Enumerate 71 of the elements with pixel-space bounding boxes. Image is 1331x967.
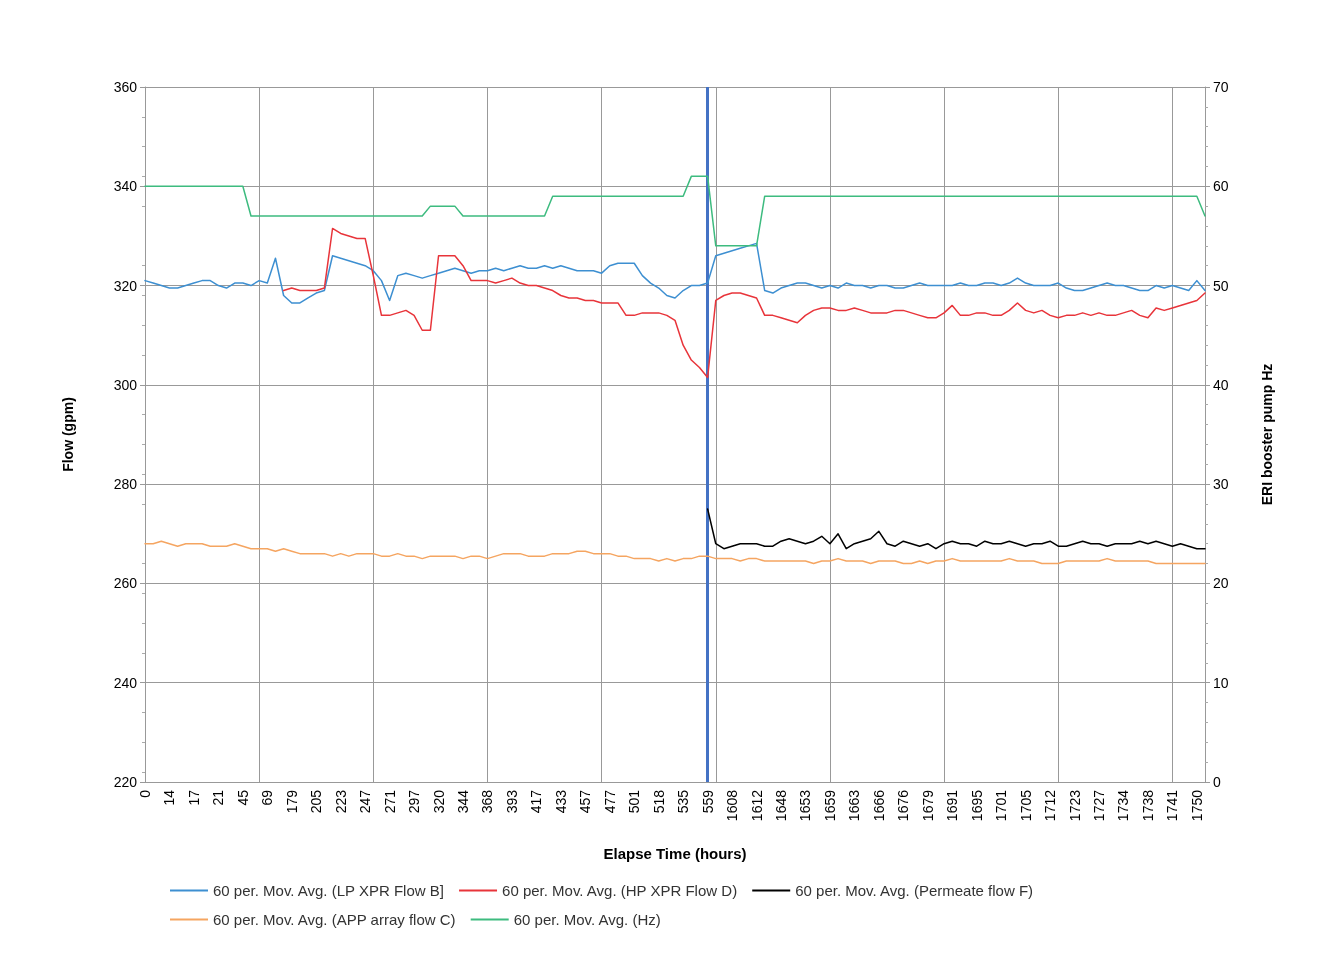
x-tick-label: 1723	[1066, 789, 1083, 822]
y2-tick-label: 10	[1213, 674, 1229, 691]
line-series	[706, 508, 1206, 550]
x-tick-label: 1741	[1164, 789, 1181, 822]
y2-tick-label: 30	[1213, 476, 1229, 493]
x-tick-label: 1676	[895, 789, 912, 822]
y-tick-label: 260	[113, 575, 138, 592]
y-tick-label: 320	[113, 277, 138, 294]
y-tick-label: 360	[113, 79, 138, 95]
x-tick-label: 1727	[1091, 789, 1107, 822]
x-tick-label: 1750	[1188, 789, 1205, 822]
y-tick-label: 220	[113, 774, 138, 790]
x-tick-label: 1612	[748, 789, 765, 822]
x-tick-label: 457	[577, 789, 594, 814]
x-tick-label: 17	[185, 789, 202, 806]
x-tick-label: 518	[650, 789, 667, 814]
legend-label: 60 per. Mov. Avg. (Hz)	[513, 911, 661, 928]
x-tick-label: 1663	[846, 789, 863, 822]
y-tick-label: 340	[113, 178, 138, 195]
x-tick-label: 320	[430, 789, 447, 814]
x-tick-label: 1653	[797, 789, 814, 822]
x-tick-label: 1608	[724, 789, 741, 822]
x-tick-label: 1701	[993, 789, 1010, 822]
y2-tick-label: 60	[1213, 178, 1229, 195]
y2-tick-label: 50	[1213, 277, 1229, 294]
x-tick-label: 535	[675, 789, 692, 814]
x-tick-label: 1712	[1042, 789, 1059, 822]
x-tick-label: 0	[137, 789, 153, 798]
x-tick-label: 179	[283, 789, 300, 814]
line-series	[282, 227, 1206, 379]
x-tick-label: 271	[381, 789, 398, 814]
legend-label: 60 per. Mov. Avg. (Permeate flow F)	[795, 882, 1034, 899]
x-tick-label: 1648	[773, 789, 789, 822]
legend-label: 60 per. Mov. Avg. (LP XPR Flow B]	[213, 882, 444, 899]
x-tick-label: 1734	[1115, 789, 1132, 822]
x-tick-label: 1695	[968, 789, 985, 822]
x-tick-label: 205	[308, 789, 325, 814]
y2-tick-label: 20	[1213, 575, 1229, 592]
x-tick-label: 1659	[821, 789, 838, 822]
x-tick-label: 344	[455, 789, 471, 814]
x-tick-label: 501	[626, 789, 643, 814]
y-tick-label: 300	[113, 376, 138, 393]
y2-tick-label: 0	[1213, 774, 1221, 790]
x-tick-label: 559	[699, 789, 716, 814]
x-tick-label: 14	[161, 789, 178, 806]
y-tick-label: 280	[113, 476, 138, 493]
x-axis-title: Elapse Time (hours)	[603, 845, 747, 862]
legend-label: 60 per. Mov. Avg. (APP array flow C)	[213, 911, 456, 928]
x-tick-label: 297	[406, 789, 423, 814]
x-tick-label: 1691	[944, 789, 961, 822]
x-tick-label: 477	[601, 789, 618, 814]
x-tick-label: 45	[234, 789, 251, 806]
x-tick-label: 368	[479, 789, 496, 814]
x-tick-label: 1679	[919, 789, 936, 822]
x-tick-label: 433	[552, 789, 569, 814]
x-tick-label: 1705	[1017, 789, 1034, 822]
y2-tick-label: 40	[1213, 376, 1229, 393]
legend-label: 60 per. Mov. Avg. (HP XPR Flow D)	[502, 882, 738, 899]
x-tick-label: 21	[210, 789, 227, 806]
y2-axis-title: ERI booster pump Hz	[1259, 363, 1275, 506]
y-axis-title: Flow (gpm)	[60, 397, 76, 472]
x-tick-label: 393	[503, 789, 520, 814]
x-tick-label: 417	[528, 789, 545, 814]
x-tick-label: 1666	[870, 789, 887, 822]
x-tick-label: 69	[259, 789, 276, 806]
line-series	[144, 540, 1206, 565]
x-tick-label: 223	[332, 789, 349, 814]
y-tick-label: 240	[113, 674, 138, 691]
x-tick-label: 1738	[1139, 789, 1156, 822]
x-tick-label: 247	[357, 789, 374, 814]
y2-tick-label: 70	[1213, 79, 1229, 95]
